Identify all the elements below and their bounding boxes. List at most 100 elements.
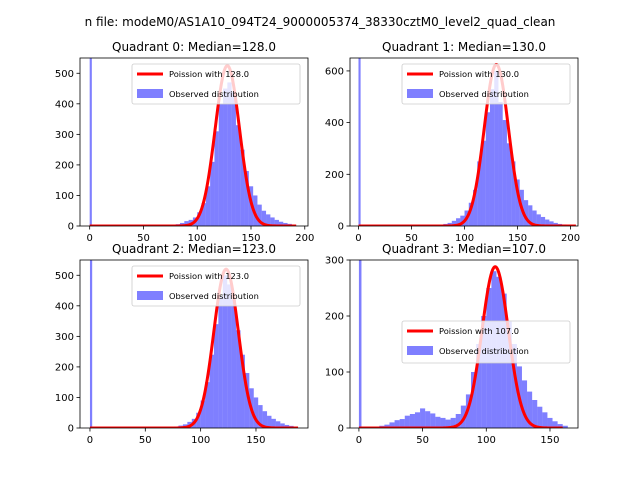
histogram-bar — [425, 411, 431, 428]
y-tick-label: 400 — [55, 301, 74, 312]
x-tick-label: 100 — [191, 435, 210, 446]
histogram-bar — [485, 112, 490, 226]
histogram-bar — [445, 419, 451, 428]
histogram-bar — [205, 382, 210, 428]
histogram-bar — [284, 424, 290, 428]
legend-label-fit: Poission with 123.0 — [169, 271, 249, 281]
histogram-bar — [476, 344, 482, 428]
histogram-bar — [278, 221, 284, 226]
histogram-bar — [231, 91, 236, 226]
histogram-bar — [244, 373, 250, 428]
poisson-fit-line — [358, 265, 564, 428]
histogram-bar — [511, 161, 516, 226]
histogram-spike-bar — [358, 260, 362, 428]
histogram-bar — [489, 89, 495, 226]
histogram-bar — [271, 418, 276, 428]
histogram-bar — [409, 414, 415, 428]
histogram-bar — [209, 354, 214, 428]
x-tick-label: 150 — [508, 233, 527, 244]
histogram-bar — [420, 408, 426, 428]
histogram-bar — [473, 189, 478, 226]
axes-frame — [349, 259, 579, 429]
histogram-bar — [545, 219, 550, 226]
histogram-bar — [197, 212, 202, 226]
figure-suptitle: n file: modeM0/AS1A10_094T24_9000005374_… — [85, 15, 556, 29]
x-tick-label: 0 — [356, 435, 362, 446]
histogram-bar — [481, 316, 487, 428]
histogram-bar — [261, 210, 267, 226]
legend-patch-swatch — [137, 89, 163, 98]
axes-frame — [79, 259, 309, 429]
subplot-quadrant-0: 0 50 100 150 200 0 100 200 300 400 500 Quadrant 0: … — [55, 40, 314, 244]
histogram-bar — [455, 414, 461, 428]
histogram-bar — [227, 284, 232, 428]
x-tick-label: 150 — [241, 233, 260, 244]
histogram-bar — [235, 125, 241, 226]
x-tick-label: 200 — [295, 233, 314, 244]
plot-area — [89, 260, 299, 428]
legend-label-observed: Observed distribution — [439, 346, 529, 356]
histogram-bar — [399, 419, 405, 428]
histogram-bar — [274, 219, 279, 226]
histogram-bar — [218, 103, 224, 226]
y-tick-label: 200 — [325, 170, 344, 181]
histogram-bar — [506, 143, 512, 226]
histogram-bar — [494, 70, 499, 226]
histogram-bar — [532, 400, 538, 428]
histogram-bar — [552, 421, 558, 428]
x-tick-label: 0 — [355, 233, 361, 244]
histogram-bar — [557, 424, 563, 428]
histogram-bar — [553, 222, 558, 226]
legend-label-observed: Observed distribution — [439, 89, 529, 99]
histogram-bar — [456, 218, 461, 226]
legend-label-observed: Observed distribution — [169, 89, 259, 99]
y-tick-label: 200 — [55, 362, 74, 373]
histogram-spike-bar — [89, 58, 92, 226]
histogram-bar — [523, 200, 529, 226]
plot-area — [357, 58, 577, 226]
histogram-bar — [547, 417, 553, 428]
legend-label-fit: Poission with 128.0 — [169, 69, 249, 79]
legend: Poission with 123.0 Observed distribution — [131, 265, 301, 307]
histogram-bar — [267, 415, 272, 428]
x-tick-label: 150 — [246, 435, 265, 446]
histogram-bar — [283, 222, 288, 226]
histogram-bar — [222, 275, 228, 428]
axes-frame — [349, 57, 579, 227]
histogram-bar — [200, 400, 206, 428]
y-tick-label: 100 — [55, 393, 74, 404]
subplot-title: Quadrant 0: Median=128.0 — [112, 40, 276, 54]
histogram-bar — [389, 422, 395, 428]
subplot-title: Quadrant 1: Median=130.0 — [382, 40, 546, 54]
histogram-bar — [223, 88, 228, 226]
y-tick-label: 200 — [55, 160, 74, 171]
legend-patch-swatch — [407, 346, 433, 355]
x-tick-label: 50 — [416, 435, 429, 446]
histogram-bar — [527, 391, 533, 428]
histogram-bar — [440, 417, 446, 428]
legend-patch-swatch — [407, 89, 433, 98]
histogram-bar — [498, 101, 503, 226]
legend-box — [131, 265, 301, 307]
histogram-bar — [511, 344, 517, 428]
histogram-bar — [477, 161, 482, 226]
subplot-quadrant-2: 0 50 100 150 0 100 200 300 400 500 Quadrant 2: Med… — [55, 242, 309, 446]
subplot-title: Quadrant 2: Median=123.0 — [112, 242, 276, 256]
legend-label-observed: Observed distribution — [169, 291, 259, 301]
legend-label-fit: Poission with 107.0 — [439, 326, 519, 336]
y-tick-label: 0 — [338, 424, 344, 435]
y-tick-label: 0 — [68, 222, 74, 233]
subplot-quadrant-1: 0 50 100 150 200 0 200 400 600 Quadrant 1: Median… — [325, 40, 580, 244]
histogram-bar — [521, 380, 528, 428]
legend: Poission with 128.0 Observed distribution — [131, 63, 301, 105]
histogram-bar — [262, 411, 268, 428]
x-tick-label: 150 — [540, 435, 559, 446]
x-tick-label: 50 — [405, 233, 418, 244]
x-tick-label: 0 — [87, 435, 93, 446]
histogram-bar — [451, 220, 457, 226]
histogram-bar — [231, 299, 237, 428]
axes-frame — [79, 57, 309, 227]
legend-box — [401, 320, 571, 364]
